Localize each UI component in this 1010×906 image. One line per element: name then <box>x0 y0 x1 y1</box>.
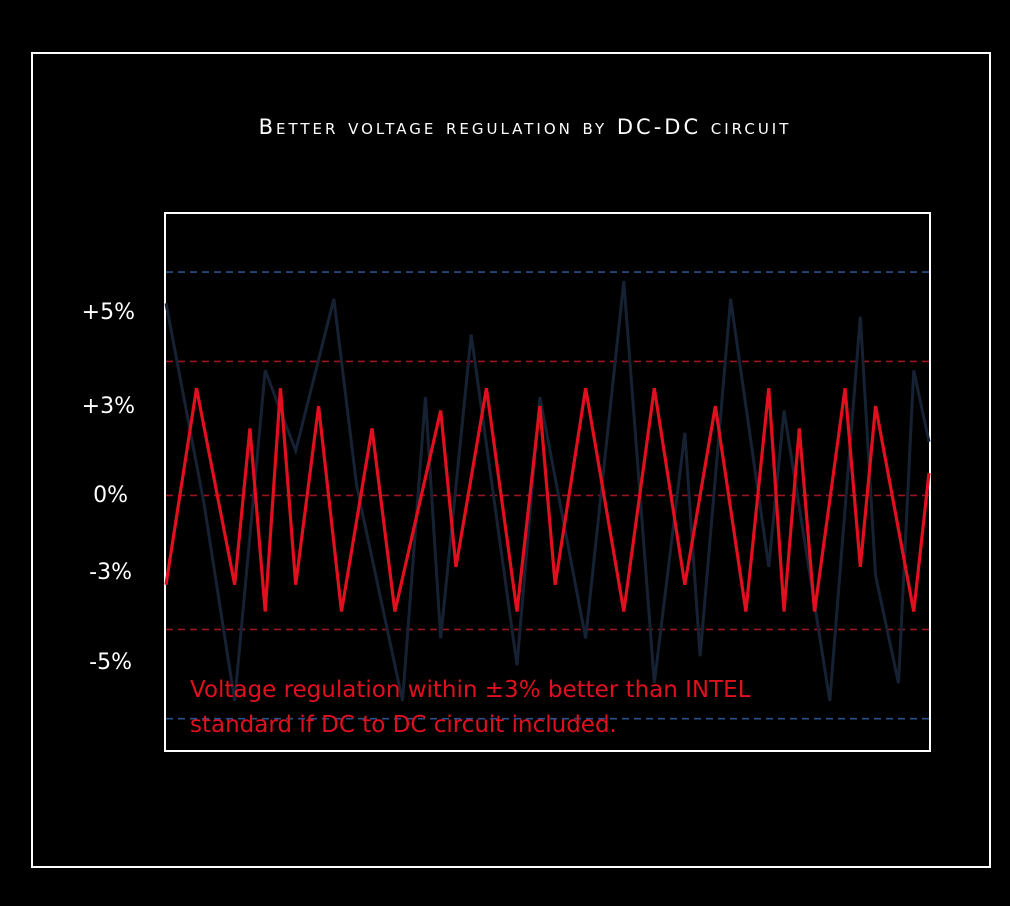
ytick-label: 0% <box>93 483 128 508</box>
annotation-line-1: Voltage regulation within ±3% better tha… <box>190 677 751 703</box>
outer-frame <box>31 52 991 868</box>
ytick-label: +5% <box>81 300 135 325</box>
ytick-label: -5% <box>89 650 132 675</box>
series-line-regulated <box>164 387 931 612</box>
chart-title: Better voltage regulation by DC-DC circu… <box>258 115 792 139</box>
series-layer <box>164 280 931 702</box>
ytick-label: -3% <box>89 560 132 585</box>
annotation-line-2: standard if DC to DC circuit included. <box>190 712 617 738</box>
annotation-text: Voltage regulation within ±3% better tha… <box>190 673 890 743</box>
ytick-label: +3% <box>81 394 135 419</box>
